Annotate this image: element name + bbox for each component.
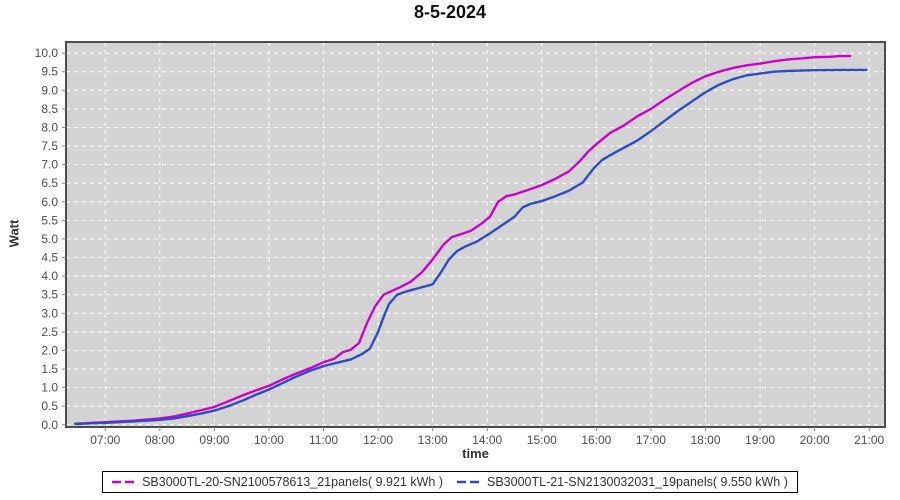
x-tick-label: 12:00	[363, 433, 393, 447]
x-tick-label: 14:00	[472, 433, 502, 447]
y-tick-label: 3.0	[41, 306, 58, 320]
x-tick-label: 20:00	[800, 433, 830, 447]
y-tick-label: 9.0	[41, 83, 58, 97]
chart-title: 8-5-2024	[413, 2, 487, 22]
y-tick-label: 0.5	[41, 399, 58, 413]
y-tick-label: 4.5	[41, 251, 58, 265]
y-axis-label: Watt	[6, 219, 22, 248]
y-tick-label: 3.5	[41, 288, 58, 302]
x-tick-label: 08:00	[145, 433, 175, 447]
y-tick-label: 0.0	[41, 418, 58, 432]
x-tick-label: 16:00	[581, 433, 611, 447]
legend-label: SB3000TL-21-SN2130032031_19panels( 9.550…	[487, 475, 788, 489]
legend-entry: SB3000TL-20-SN2100578613_21panels( 9.921…	[112, 475, 443, 489]
x-tick-label: 07:00	[90, 433, 120, 447]
y-tick-label: 5.0	[41, 232, 58, 246]
legend-line-sample-icon	[112, 480, 139, 484]
x-tick-label: 09:00	[199, 433, 229, 447]
legend-label: SB3000TL-20-SN2100578613_21panels( 9.921…	[142, 475, 443, 489]
y-tick-label: 7.5	[41, 139, 58, 153]
x-axis-label: time	[462, 446, 489, 461]
y-tick-label: 7.0	[41, 158, 58, 172]
x-tick-label: 15:00	[527, 433, 557, 447]
series-line-1	[74, 68, 868, 426]
y-tick-label: 5.5	[41, 213, 58, 227]
x-tick-label: 19:00	[745, 433, 775, 447]
legend-line-sample-icon	[457, 480, 483, 484]
y-tick-label: 1.0	[41, 381, 58, 395]
y-tick-label: 2.0	[41, 343, 58, 357]
x-tick-label: 17:00	[636, 433, 666, 447]
y-tick-label: 6.0	[41, 195, 58, 209]
x-tick-label: 10:00	[254, 433, 284, 447]
y-tick-label: 4.0	[41, 269, 58, 283]
plot-background	[66, 42, 885, 427]
y-tick-label: 8.0	[41, 120, 58, 134]
y-tick-label: 6.5	[41, 176, 58, 190]
series-line-0	[74, 54, 852, 425]
y-tick-label: 1.5	[41, 362, 58, 376]
x-tick-label: 21:00	[854, 433, 884, 447]
y-tick-label: 8.5	[41, 102, 58, 116]
y-tick-label: 2.5	[41, 325, 58, 339]
plot-area: 0.0 0.5 1.0 1.5 2.0 2.5 3.0 3.5 4.0 4.5 5.0 5.5 6.0 6…	[35, 41, 886, 447]
legend-entry: SB3000TL-21-SN2130032031_19panels( 9.550…	[457, 475, 788, 489]
legend: SB3000TL-20-SN2100578613_21panels( 9.921…	[0, 471, 900, 493]
y-tick-label: 10.0	[35, 46, 59, 60]
legend-box: SB3000TL-20-SN2100578613_21panels( 9.921…	[102, 471, 798, 493]
x-tick-label: 18:00	[690, 433, 720, 447]
plot-border	[65, 41, 886, 428]
y-tick-label: 9.5	[41, 65, 58, 79]
x-tick-label: 11:00	[309, 433, 338, 447]
x-tick-label: 13:00	[418, 433, 448, 447]
